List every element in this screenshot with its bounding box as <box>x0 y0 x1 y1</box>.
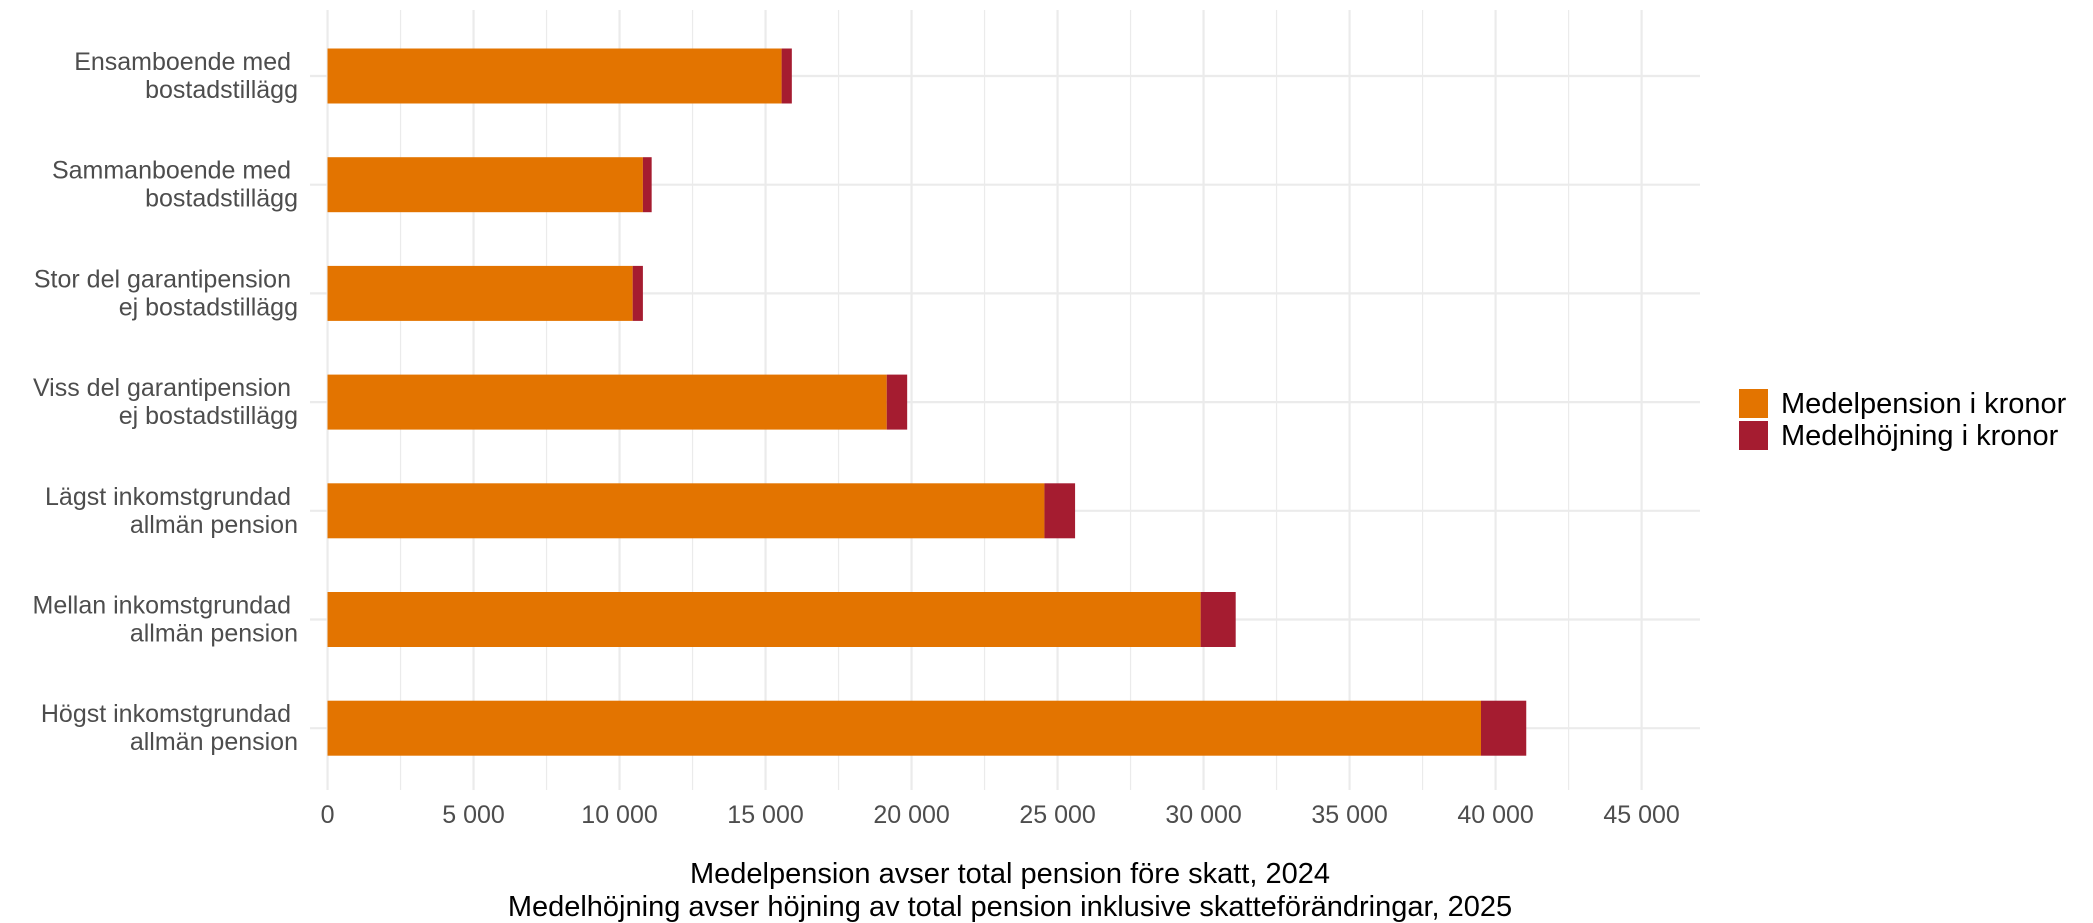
x-tick-label: 25 000 <box>1019 801 1095 829</box>
category-label-line-1: Viss del garantipension <box>33 374 291 402</box>
category-label-line-1: Sammanboende med <box>52 157 291 185</box>
bar-medelhojning <box>1044 483 1076 539</box>
legend-entry-label: Medelpension i kronor <box>1781 388 2067 420</box>
category-label-line-1: Mellan inkomstgrundad <box>33 592 291 620</box>
bar-medelpension <box>327 700 1481 756</box>
bar-medelpension <box>327 48 782 104</box>
category-label-line-1: Stor del garantipension <box>34 265 291 293</box>
category-label-line-2: ej bostadstillägg <box>119 402 298 430</box>
x-tick-label: 15 000 <box>727 801 803 829</box>
x-axis-label-line-1: Medelpension avser total pension före sk… <box>690 858 1330 890</box>
x-tick-label: 10 000 <box>581 801 657 829</box>
x-tick-label: 40 000 <box>1457 801 1533 829</box>
category-label-line-2: bostadstillägg <box>145 76 298 104</box>
bar-medelhojning <box>642 157 652 213</box>
x-tick-label: 30 000 <box>1165 801 1241 829</box>
bars <box>327 48 1527 756</box>
x-tick-label: 0 <box>321 801 335 829</box>
bar-medelpension <box>327 483 1045 539</box>
bar-medelhojning <box>632 265 643 321</box>
y-axis-categories: Ensamboende medbostadstilläggSammanboend… <box>33 48 298 756</box>
bar-medelhojning <box>781 48 792 104</box>
legend-swatch <box>1739 389 1768 418</box>
legend-swatch <box>1739 421 1768 450</box>
category-label-line-1: Högst inkomstgrundad <box>41 700 291 728</box>
bar-medelhojning <box>1200 592 1236 647</box>
bar-medelpension <box>327 157 643 213</box>
x-axis-label-line-2: Medelhöjning avser höjning av total pens… <box>508 891 1512 923</box>
category-label-line-2: bostadstillägg <box>145 185 298 213</box>
bar-medelpension <box>327 592 1201 647</box>
legend-entry-label: Medelhöjning i kronor <box>1781 420 2059 452</box>
category-label-line-1: Lägst inkomstgrundad <box>45 483 291 511</box>
bar-medelhojning <box>886 374 908 430</box>
x-tick-label: 20 000 <box>873 801 949 829</box>
x-tick-label: 45 000 <box>1603 801 1679 829</box>
category-label-line-2: allmän pension <box>130 620 298 648</box>
x-tick-label: 35 000 <box>1311 801 1387 829</box>
bar-medelpension <box>327 374 887 430</box>
x-tick-label: 5 000 <box>442 801 505 829</box>
bar-medelpension <box>327 265 633 321</box>
category-label-line-2: allmän pension <box>130 728 298 756</box>
category-label-line-2: allmän pension <box>130 511 298 539</box>
bar-medelhojning <box>1480 700 1527 756</box>
x-axis-label: Medelpension avser total pension före sk… <box>508 858 1512 923</box>
category-label-line-1: Ensamboende med <box>74 48 291 76</box>
x-axis-ticks: 0 5 000 10 000 15 000 20 000 25 000 30 000 35 0… <box>321 801 1680 829</box>
category-label-line-2: ej bostadstillägg <box>119 293 298 321</box>
